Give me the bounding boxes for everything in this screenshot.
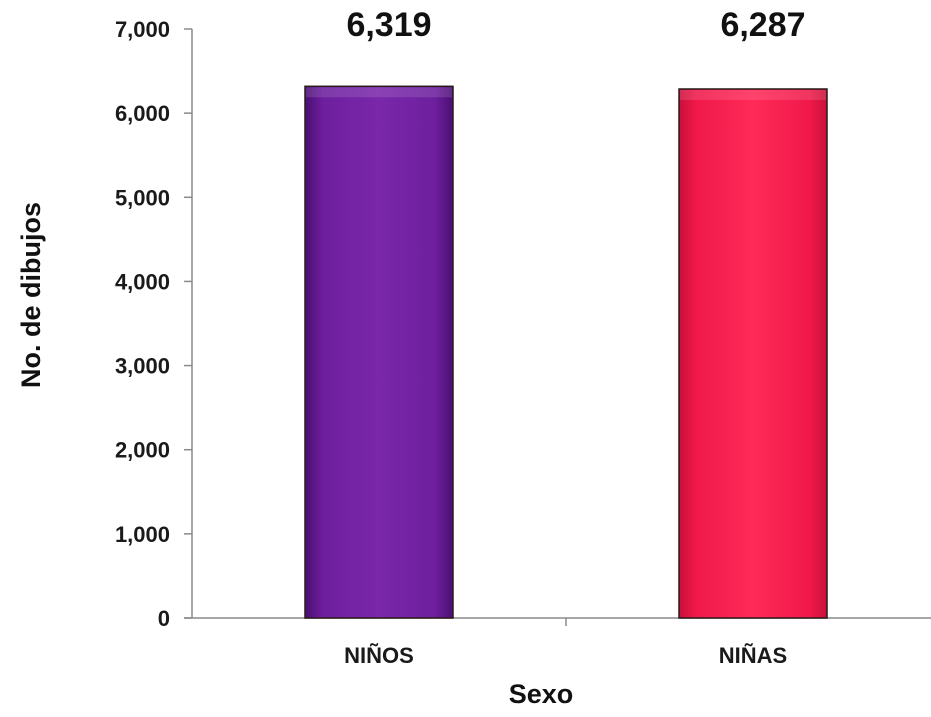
y-tick-label: 5,000 — [115, 185, 170, 210]
bar-ninos — [304, 85, 454, 619]
data-label: 6,319 — [346, 6, 431, 44]
y-tick-label: 0 — [158, 606, 170, 631]
bar-highlight — [680, 89, 826, 100]
y-tick-label: 2,000 — [115, 438, 170, 463]
y-tick-label: 1,000 — [115, 522, 170, 547]
bar-ninas — [678, 88, 828, 619]
y-tick-label: 6,000 — [115, 101, 170, 126]
y-tick-label: 3,000 — [115, 354, 170, 379]
bar-highlight — [306, 87, 452, 98]
y-axis-title: No. de dibujos — [16, 202, 46, 388]
y-tick-label: 7,000 — [115, 17, 170, 42]
x-category-label: NIÑAS — [719, 643, 787, 668]
x-category-label: NIÑOS — [344, 643, 414, 668]
x-axis-title: Sexo — [509, 679, 574, 709]
data-label: 6,287 — [720, 6, 805, 44]
y-tick-label: 4,000 — [115, 269, 170, 294]
